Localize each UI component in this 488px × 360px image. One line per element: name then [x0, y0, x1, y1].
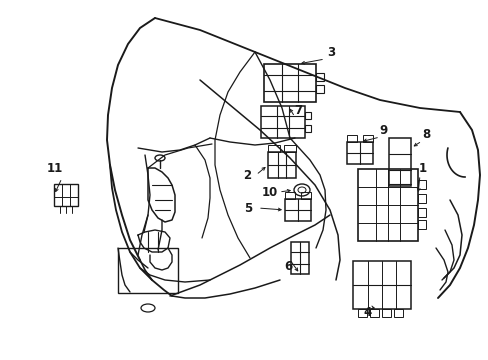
Bar	[285, 192, 294, 199]
Text: 7: 7	[293, 104, 302, 117]
Bar	[417, 208, 425, 217]
Text: 9: 9	[379, 123, 387, 136]
Bar	[54, 184, 78, 206]
Bar	[369, 309, 378, 317]
Bar	[417, 220, 425, 229]
Bar	[388, 138, 410, 186]
Bar	[301, 192, 310, 199]
Bar	[393, 309, 402, 317]
Text: 10: 10	[262, 185, 278, 198]
Text: 5: 5	[244, 202, 252, 215]
Bar	[315, 85, 324, 93]
Bar	[357, 309, 366, 317]
Bar	[290, 242, 308, 274]
Text: 8: 8	[421, 127, 429, 140]
Text: 3: 3	[326, 45, 334, 59]
Bar	[352, 261, 410, 309]
Text: 6: 6	[284, 261, 291, 274]
Bar	[305, 112, 310, 119]
Bar	[267, 152, 295, 178]
Bar	[417, 194, 425, 203]
Bar	[362, 135, 372, 142]
Bar	[305, 125, 310, 132]
Bar	[381, 309, 390, 317]
Bar	[417, 180, 425, 189]
Bar	[267, 145, 280, 152]
Bar	[346, 142, 372, 164]
Text: 4: 4	[363, 306, 371, 320]
Bar	[264, 64, 315, 102]
Bar	[261, 106, 305, 138]
Text: 2: 2	[243, 168, 250, 181]
Bar	[346, 135, 356, 142]
Bar	[285, 199, 310, 221]
Bar	[315, 73, 324, 81]
Text: 11: 11	[47, 162, 63, 175]
Bar	[357, 169, 417, 241]
Bar	[118, 248, 178, 293]
Text: 1: 1	[418, 162, 426, 175]
Bar	[284, 145, 295, 152]
